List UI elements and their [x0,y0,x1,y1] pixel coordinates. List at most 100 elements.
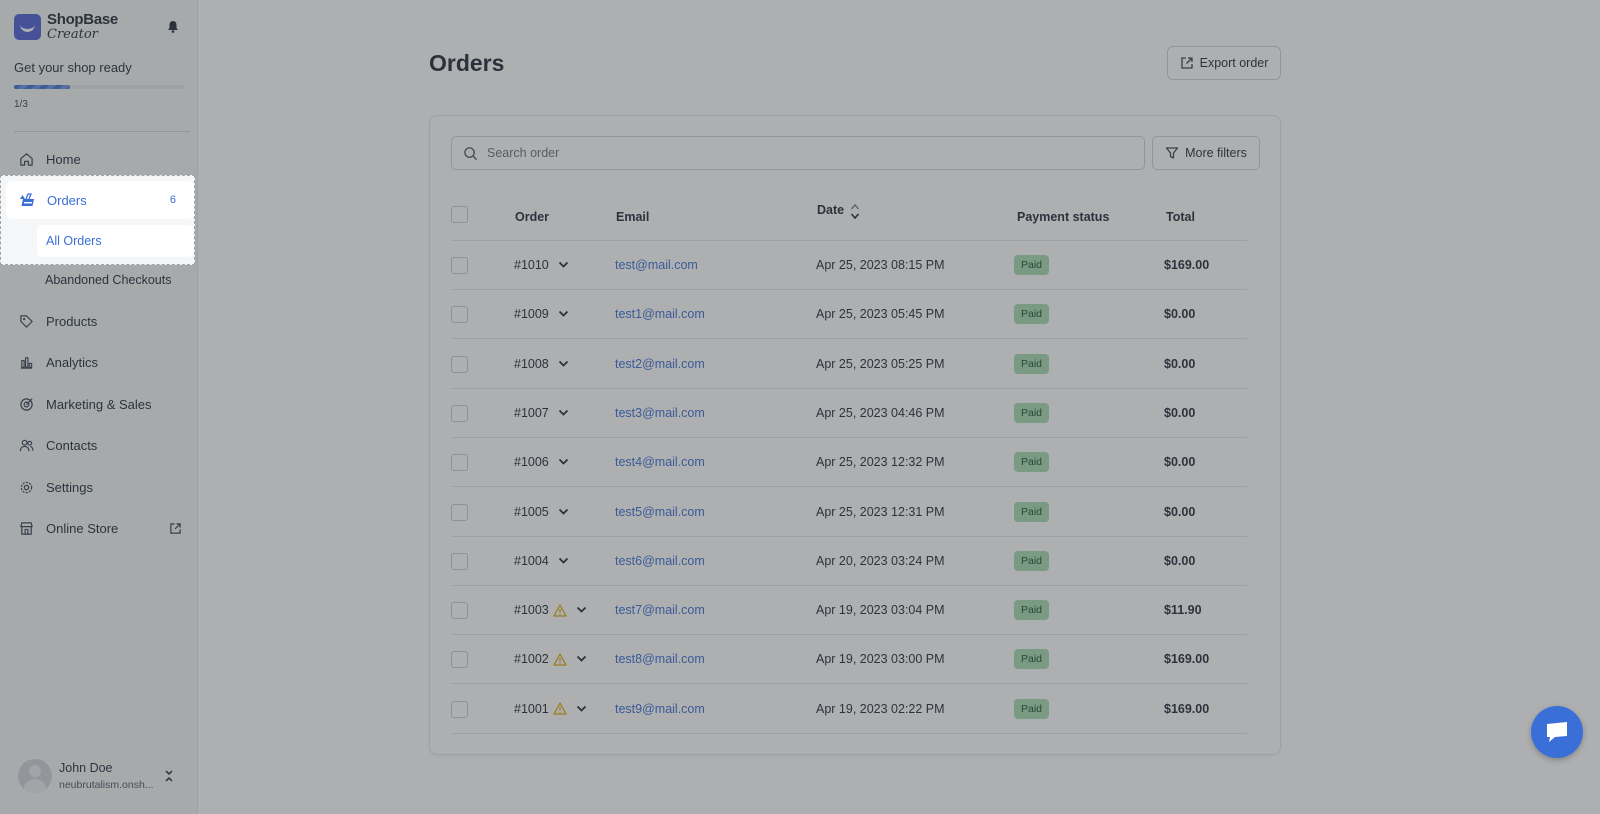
row-checkbox[interactable] [451,700,468,718]
row-checkbox[interactable] [451,355,468,373]
email-link[interactable]: test1@mail.com [615,307,705,322]
email-link[interactable]: test4@mail.com [615,455,705,470]
row-checkbox[interactable] [451,552,468,570]
order-number[interactable]: #1002 [514,652,549,667]
sidebar-item-marketing[interactable]: Marketing & Sales [0,385,198,423]
chevron-down-icon[interactable] [558,261,569,269]
export-order-button[interactable]: Export order [1167,46,1281,80]
store-icon [18,520,34,536]
chevron-down-icon[interactable] [558,557,569,565]
sidebar-subitem-all-orders[interactable]: All Orders [37,225,193,257]
chevron-down-icon[interactable] [558,310,569,318]
status-badge: Paid [1014,402,1050,423]
order-cell[interactable]: #1010 [514,258,569,272]
chevron-down-icon[interactable] [558,360,569,368]
chevron-down-icon[interactable] [558,409,569,417]
email-link[interactable]: test9@mail.com [615,701,705,716]
status-badge: Paid [1014,501,1050,522]
table-row[interactable]: #1006 test4@mail.com Apr 25, 2023 12:32 PM… [451,438,1247,488]
home-icon [18,151,34,167]
order-number[interactable]: #1009 [514,307,549,322]
order-cell[interactable]: #1009 [514,307,569,321]
sidebar-item-contacts[interactable]: Contacts [0,426,198,464]
order-number[interactable]: #1001 [514,701,549,716]
sidebar-item-analytics[interactable]: Analytics [0,343,198,381]
order-number[interactable]: #1008 [514,356,549,371]
avatar [18,759,52,793]
chevron-collapse-icon[interactable] [164,769,174,783]
column-header-total: Total [1166,210,1195,224]
row-checkbox[interactable] [451,306,468,324]
sort-icon[interactable] [849,202,861,222]
order-cell[interactable]: #1006 [514,455,569,469]
order-cell[interactable]: #1005 [514,505,569,519]
sidebar-item-home[interactable]: Home [0,140,198,178]
column-header-email: Email [616,210,650,224]
orders-spotlight: Orders 6 All Orders [0,175,195,265]
chevron-down-icon[interactable] [576,606,587,614]
row-checkbox[interactable] [451,503,468,521]
email-link[interactable]: test3@mail.com [615,405,705,420]
table-row[interactable]: #1003 test7@mail.com Apr 19, 2023 03:04 PM… [451,586,1247,636]
order-number[interactable]: #1003 [514,603,549,618]
user-profile[interactable]: John Doe neubrutalism.onsh... [18,759,154,793]
order-number[interactable]: #1007 [514,405,549,420]
chevron-down-icon[interactable] [558,508,569,516]
sidebar-item-label: Online Store [46,520,119,536]
chat-button[interactable] [1531,706,1583,758]
order-date: Apr 25, 2023 04:46 PM [816,405,945,420]
chevron-down-icon[interactable] [576,705,587,713]
table-row[interactable]: #1002 test8@mail.com Apr 19, 2023 03:00 PM… [451,635,1247,685]
sidebar-item-orders[interactable]: Orders 6 [6,181,194,219]
row-checkbox[interactable] [451,651,468,669]
sidebar-subitem-abandoned-checkouts[interactable]: Abandoned Checkouts [45,273,172,287]
external-link-icon[interactable] [169,522,182,535]
order-cell[interactable]: #1004 [514,554,569,568]
email-link[interactable]: test6@mail.com [615,553,705,568]
order-cell[interactable]: #1003 [514,603,587,617]
order-cell[interactable]: #1001 [514,702,587,716]
row-checkbox[interactable] [451,602,468,620]
brand-logo[interactable]: ShopBase Creator [14,12,118,41]
table-row[interactable]: #1007 test3@mail.com Apr 25, 2023 04:46 PM… [451,389,1247,438]
row-checkbox[interactable] [451,257,468,274]
email-link[interactable]: test8@mail.com [615,652,705,667]
chevron-down-icon[interactable] [558,458,569,466]
table-row[interactable]: #1010 test@mail.com Apr 25, 2023 08:15 PM P… [451,241,1247,290]
order-number[interactable]: #1006 [514,455,549,470]
order-number[interactable]: #1004 [514,553,549,568]
email-link[interactable]: test2@mail.com [615,356,705,371]
setup-progress [14,85,184,89]
table-row[interactable]: #1004 test6@mail.com Apr 20, 2023 03:24 PM… [451,537,1247,586]
select-all-checkbox[interactable] [451,206,468,223]
order-cell[interactable]: #1002 [514,652,587,666]
row-checkbox[interactable] [451,454,468,472]
table-row[interactable]: #1005 test5@mail.com Apr 25, 2023 12:31 PM… [451,488,1247,537]
status-badge: Paid [1014,255,1050,275]
order-date: Apr 20, 2023 03:24 PM [816,553,945,568]
order-cell[interactable]: #1008 [514,357,569,371]
column-header-date[interactable]: Date [817,203,861,222]
setup-count: 1/3 [14,99,28,110]
email-link[interactable]: test7@mail.com [615,603,705,618]
more-filters-button[interactable]: More filters [1152,136,1260,170]
table-row[interactable]: #1001 test9@mail.com Apr 19, 2023 02:22 PM… [451,685,1247,734]
order-number[interactable]: #1005 [514,504,549,519]
chevron-down-icon[interactable] [576,655,587,663]
table-row[interactable]: #1009 test1@mail.com Apr 25, 2023 05:45 PM… [451,290,1247,340]
bell-icon[interactable] [167,20,179,33]
sidebar-item-settings[interactable]: Settings [0,468,198,506]
row-checkbox[interactable] [451,404,468,422]
sidebar-item-online-store[interactable]: Online Store [0,509,198,547]
order-cell[interactable]: #1007 [514,406,569,420]
search-input[interactable] [487,146,1127,160]
search-box[interactable] [451,136,1145,170]
email-link[interactable]: test5@mail.com [615,504,705,519]
setup-title[interactable]: Get your shop ready [14,60,132,75]
status-badge: Paid [1014,550,1050,571]
email-link[interactable]: test@mail.com [615,258,698,272]
order-date: Apr 25, 2023 05:45 PM [816,307,945,322]
order-number[interactable]: #1010 [514,258,549,272]
sidebar-item-products[interactable]: Products [0,302,198,340]
table-row[interactable]: #1008 test2@mail.com Apr 25, 2023 05:25 PM… [451,340,1247,389]
